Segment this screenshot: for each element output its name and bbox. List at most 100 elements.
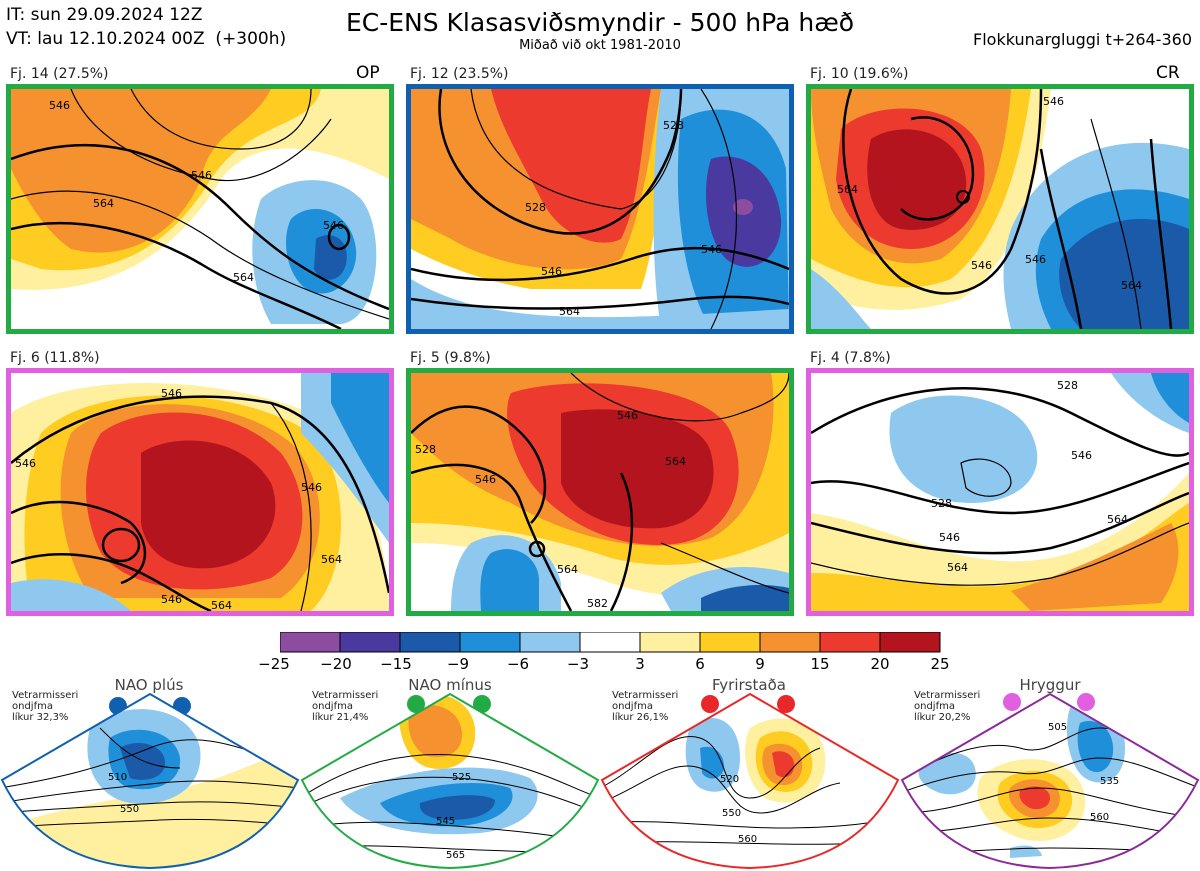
contour-label: 564	[837, 183, 858, 196]
dot-icon	[777, 695, 795, 713]
contour-label: 546	[701, 243, 722, 256]
contour-label: 546	[971, 259, 992, 272]
classification-window: Flokkunargluggi t+264-360	[973, 30, 1192, 49]
colorbar-swatch	[280, 632, 341, 653]
contour-label: 564	[93, 197, 114, 210]
contour-label: 565	[446, 850, 465, 861]
regime-2-info: Vetrarmisseri ondjfma líkur 21,4%	[312, 690, 379, 723]
cluster-map-1: 564 546 546 564 546	[6, 84, 394, 334]
panel-5-label: Fj. 5 (9.8%)	[410, 350, 491, 366]
colorbar-tick: 6	[695, 655, 705, 673]
colorbar-tick: 3	[635, 655, 645, 673]
dot-icon	[473, 695, 491, 713]
colorbar-swatch	[459, 632, 521, 653]
contour-label: 505	[1048, 722, 1067, 733]
contour-label: 528	[525, 201, 546, 214]
contour-label: 546	[191, 169, 212, 182]
colorbar-tick: −15	[380, 655, 412, 673]
contour-label: 564	[1107, 513, 1128, 526]
panel-4-label: Fj. 6 (11.8%)	[10, 350, 100, 366]
cluster-map-2: 528 546 546 564 528	[406, 84, 794, 334]
contour-label: 546	[161, 387, 182, 400]
regime-3-info: Vetrarmisseri ondjfma líkur 26,1%	[612, 690, 679, 723]
colorbar-tick: −6	[506, 655, 530, 673]
regime-4-name: Hryggur	[1019, 676, 1081, 694]
colorbar-swatch	[819, 632, 881, 653]
regime-map-ridge: 505 535 560	[900, 692, 1200, 870]
regime-1-name: NAO plús	[114, 676, 184, 694]
contour-label: 528	[663, 119, 684, 132]
contour-label: 564	[233, 271, 254, 284]
contour-label: 546	[1043, 95, 1064, 108]
cluster-map-4: 546 546 546 564 564 546	[6, 368, 394, 616]
colorbar-swatch	[399, 632, 461, 653]
contour-label: 550	[120, 804, 139, 815]
contour-label: 525	[452, 772, 471, 783]
contour-label: 546	[1071, 449, 1092, 462]
colorbar-tick: −3	[566, 655, 590, 673]
panel-2-label: Fj. 12 (23.5%)	[410, 66, 509, 82]
regime-map-blocking: 520 550 560	[600, 692, 900, 870]
contour-label: 510	[108, 772, 127, 783]
cluster-map-3: 564 546 546 564 546	[806, 84, 1194, 334]
panel-6-label: Fj. 4 (7.8%)	[810, 350, 891, 366]
panel-1-tag: OP	[356, 63, 380, 83]
contour-label: 560	[1090, 812, 1109, 823]
regime-map-nao-minus: 525 545 565	[300, 692, 600, 870]
colorbar-tick: 9	[755, 655, 765, 673]
contour-label: 564	[559, 305, 580, 318]
colorbar-tick: −25	[258, 655, 290, 673]
contour-label: 546	[161, 593, 182, 606]
colorbar	[280, 632, 941, 653]
contour-label: 582	[587, 597, 608, 610]
contour-label: 564	[1121, 279, 1142, 292]
colorbar-swatch	[879, 632, 941, 653]
dot-icon	[701, 695, 719, 713]
contour-label: 528	[1057, 379, 1078, 392]
contour-label: 528	[415, 443, 436, 456]
contour-label: 560	[738, 834, 757, 845]
contour-label: 546	[475, 473, 496, 486]
colorbar-tick: 20	[870, 655, 890, 673]
contour-label: 564	[947, 561, 968, 574]
contour-label: 564	[211, 599, 232, 611]
regime-1-info: Vetrarmisseri ondjfma líkur 32,3%	[12, 690, 79, 723]
panel-3-label: Fj. 10 (19.6%)	[810, 66, 909, 82]
colorbar-tick: −20	[320, 655, 352, 673]
cluster-map-5: 528 546 546 564 564 582	[406, 368, 794, 616]
dot-icon	[407, 695, 425, 713]
contour-label: 546	[49, 99, 70, 112]
dot-icon	[1077, 693, 1095, 711]
contour-label: 546	[323, 219, 344, 232]
colorbar-tick: 25	[930, 655, 950, 673]
valid-time: VT: lau 12.10.2024 00Z (+300h)	[6, 29, 287, 49]
colorbar-swatch	[579, 632, 641, 653]
colorbar-swatch	[639, 632, 701, 653]
contour-label: 546	[541, 265, 562, 278]
contour-label: 564	[557, 563, 578, 576]
contour-label: 564	[665, 455, 686, 468]
dot-icon	[1003, 693, 1021, 711]
colorbar-tick: −9	[446, 655, 470, 673]
page-subtitle: Miðað við okt 1981-2010	[519, 38, 681, 53]
regime-map-nao-plus: 510 550	[0, 692, 300, 870]
contour-label: 546	[1025, 253, 1046, 266]
contour-label: 546	[301, 481, 322, 494]
colorbar-swatch	[519, 632, 581, 653]
panel-1-label: Fj. 14 (27.5%)	[10, 66, 109, 82]
regime-3-name: Fyrirstaða	[712, 676, 786, 694]
regime-4-info: Vetrarmisseri ondjfma líkur 20,2%	[914, 690, 981, 723]
colorbar-swatch	[759, 632, 821, 653]
regime-2-name: NAO mínus	[408, 676, 492, 694]
contour-label: 546	[15, 457, 36, 470]
contour-label: 528	[931, 497, 952, 510]
contour-label: 545	[436, 816, 455, 827]
contour-label: 535	[1100, 776, 1119, 787]
page-title: EC-ENS Klasasviðsmyndir - 500 hPa hæð	[345, 8, 855, 37]
contour-label: 546	[617, 409, 638, 422]
init-time: IT: sun 29.09.2024 12Z	[6, 5, 203, 25]
colorbar-swatch	[699, 632, 761, 653]
contour-label: 564	[321, 553, 342, 566]
colorbar-tick: 15	[810, 655, 830, 673]
contour-label: 546	[939, 531, 960, 544]
